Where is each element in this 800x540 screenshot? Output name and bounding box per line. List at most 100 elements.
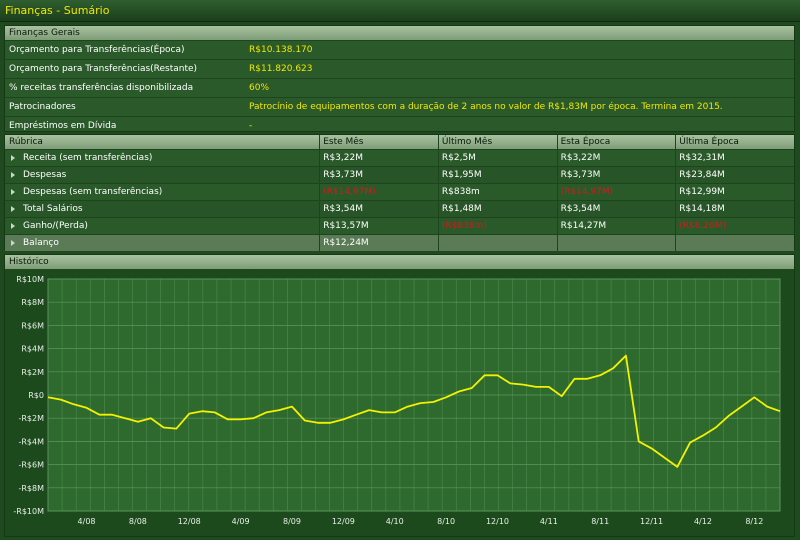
x-tick-label: 4/10 [386,517,404,526]
cell-ultimo-mes: R$2,5M [437,150,557,166]
general-row-value: - [249,121,253,131]
row-label-cell: Despesas (sem transferências) [5,184,319,200]
expand-arrow-icon[interactable] [11,189,15,195]
cell-ultimo-mes: (R$838m) [437,218,557,234]
finances-table: Rúbrica Este Mês Último Mês Esta Época Ú… [4,134,795,251]
x-tick-label: 8/09 [283,517,301,526]
history-header: Histórico [5,255,794,269]
general-finances-header: Finanças Gerais [5,26,794,40]
general-row: Patrocinadores Patrocínio de equipamentos… [5,97,794,116]
row-label: Despesas (sem transferências) [23,187,163,197]
general-row-value: R$10.138.170 [249,45,313,55]
row-label-cell: Ganho/(Perda) [5,218,319,234]
row-label: Despesas [23,170,67,180]
expand-arrow-icon[interactable] [11,172,15,178]
cell-esta-epoca: (R$14,97M) [556,184,676,200]
x-tick-label: 12/08 [178,517,201,526]
series-line [47,354,781,468]
x-tick-label: 4/12 [694,517,712,526]
cell-esta-epoca: R$3,73M [556,167,676,183]
y-tick-label: R$6M [21,321,44,330]
general-row: Empréstimos em Dívida - [5,116,794,135]
x-tick-label: 4/08 [78,517,96,526]
general-row-label: % receitas transferências disponibilizad… [9,83,194,93]
y-tick-label: R$2M [21,368,44,377]
general-row-label: Empréstimos em Dívida [9,121,117,131]
cell-esta-epoca [556,235,676,251]
table-row[interactable]: Despesas (sem transferências) (R$14,97M) R… [5,183,794,200]
cell-ultimo-mes: R$838m [437,184,557,200]
row-label-cell: Receita (sem transferências) [5,150,319,166]
x-tick-label: 12/09 [332,517,355,526]
table-row[interactable]: Despesas R$3,73M R$1,95M R$3,73M R$23,84M [5,166,794,183]
table-row[interactable]: Balanço R$12,24M [5,234,794,251]
expand-arrow-icon[interactable] [11,206,15,212]
general-row: Orçamento para Transferências(Restante) R… [5,59,794,78]
history-chart: R$10M R$8M R$6M R$4M R$2M R$0 -R$2M -R$4M -R$6M -… [13,275,781,526]
expand-arrow-icon[interactable] [11,240,15,246]
table-row[interactable]: Ganho/(Perda) R$13,57M (R$838m) R$14,27M (R$… [5,217,794,234]
y-tick-label: -R$8M [18,484,44,493]
table-row[interactable]: Total Salários R$3,54M R$1,48M R$3,54M R$14,… [5,200,794,217]
x-tick-label: 8/12 [745,517,763,526]
general-row-value: Patrocínio de equipamentos com a duração… [249,102,723,112]
cell-ultima-epoca: R$14,18M [675,201,794,217]
table-header: Rúbrica Este Mês Último Mês Esta Época Ú… [5,135,794,149]
y-tick-label: -R$10M [13,507,44,516]
y-tick-label: -R$2M [18,414,44,423]
header-rubrica: Rúbrica [9,137,43,147]
general-row-label: Orçamento para Transferências(Época) [9,45,185,55]
cell-ultimo-mes [437,235,557,251]
row-label: Receita (sem transferências) [23,153,153,163]
x-tick-label: 4/11 [540,517,558,526]
header-ultimo-mes: Último Mês [437,135,557,149]
expand-arrow-icon[interactable] [11,155,15,161]
cell-este-mes: R$13,57M [319,218,438,234]
general-row: Orçamento para Transferências(Época) R$10… [5,40,794,59]
cell-ultimo-mes: R$1,95M [437,167,557,183]
general-row-label: Orçamento para Transferências(Restante) [9,64,198,74]
y-tick-label: -R$6M [18,461,44,470]
y-tick-label: R$0 [28,391,44,400]
header-esta-epoca: Esta Época [556,135,676,149]
x-tick-label: 4/09 [232,517,250,526]
cell-este-mes: (R$14,97M) [319,184,438,200]
row-label: Balanço [23,238,59,248]
cell-este-mes: R$3,22M [319,150,438,166]
general-row-label: Patrocinadores [9,102,76,112]
row-label-cell: Despesas [5,167,319,183]
cell-esta-epoca: R$14,27M [556,218,676,234]
cell-este-mes: R$3,73M [319,167,438,183]
x-tick-label: 12/10 [486,517,509,526]
row-label: Ganho/(Perda) [23,221,88,231]
y-tick-label: R$8M [21,298,44,307]
x-tick-label: 8/10 [437,517,455,526]
header-este-mes: Este Mês [319,135,438,149]
row-label: Total Salários [23,204,83,214]
table-row[interactable]: Receita (sem transferências) R$3,22M R$2,5… [5,149,794,166]
general-row: % receitas transferências disponibilizad… [5,78,794,97]
header-ultima-epoca: Última Época [675,135,794,149]
general-row-value: 60% [249,83,270,93]
x-tick-label: 8/08 [129,517,147,526]
cell-este-mes: R$3,54M [319,201,438,217]
cell-ultima-epoca: R$32,31M [675,150,794,166]
window-title: Finanças - Sumário [0,0,800,22]
cell-ultima-epoca: R$12,99M [675,184,794,200]
cell-esta-epoca: R$3,54M [556,201,676,217]
y-tick-label: -R$4M [18,437,44,446]
y-tick-label: R$4M [21,345,44,354]
history-panel: Histórico R$10M R$8M R$6M R$4M R$2M R$0 -R$2M -… [4,254,795,537]
cell-este-mes: R$12,24M [319,235,438,251]
x-tick-label: 8/11 [591,517,609,526]
general-finances-panel: Finanças Gerais Orçamento para Transferê… [4,25,795,132]
row-label-cell: Balanço [5,235,319,251]
expand-arrow-icon[interactable] [11,223,15,229]
cell-ultimo-mes: R$1,48M [437,201,557,217]
general-row-value: R$11.820.623 [249,64,313,74]
cell-ultima-epoca: R$23,84M [675,167,794,183]
x-tick-label: 12/11 [640,517,663,526]
cell-ultima-epoca: (R$6,20M) [675,218,794,234]
cell-esta-epoca: R$3,22M [556,150,676,166]
row-label-cell: Total Salários [5,201,319,217]
